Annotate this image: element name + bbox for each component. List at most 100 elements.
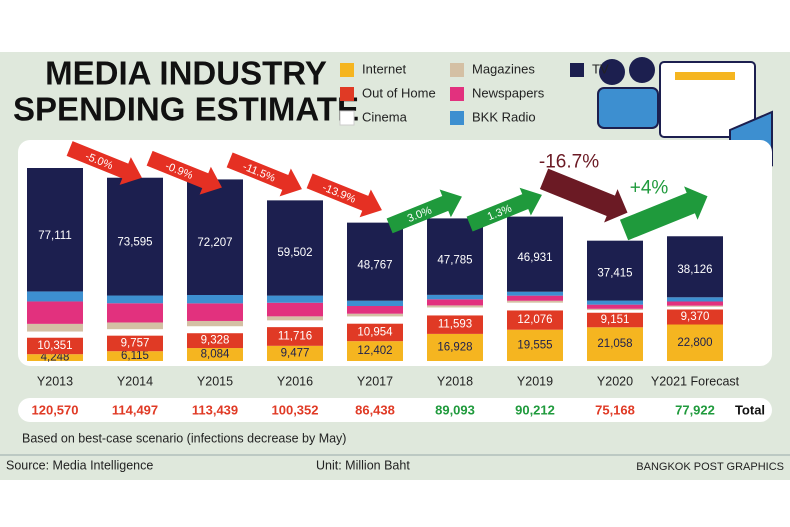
data-label: 21,058: [597, 338, 632, 350]
data-label: 10,954: [357, 326, 393, 338]
arrow-shape: [466, 187, 542, 232]
total-value: 120,570: [32, 402, 79, 417]
legend-swatch: [340, 63, 354, 77]
data-label: 9,477: [281, 347, 310, 359]
bar-segment: [27, 337, 83, 355]
bar-segment: [587, 312, 643, 328]
camera-reel: [629, 57, 655, 83]
legend-swatch: [340, 87, 354, 101]
top-margin: [0, 0, 790, 52]
data-label: 46,931: [517, 252, 552, 264]
bar-segment: [667, 297, 723, 302]
data-label: 11,716: [278, 330, 312, 342]
bar-segment: [667, 309, 723, 325]
legend-label: Cinema: [362, 109, 408, 124]
bar-segment: [107, 322, 163, 330]
title-line: SPENDING ESTIMATE: [13, 91, 359, 128]
bar-segment: [427, 218, 483, 295]
bar-segment: [507, 295, 563, 301]
bar-segment: [347, 316, 403, 324]
legend-swatch: [570, 63, 584, 77]
camera-icon: [597, 87, 659, 129]
x-tick-label: Y2019: [517, 374, 553, 388]
data-label: 12,076: [517, 314, 552, 326]
data-label: 22,800: [677, 337, 712, 349]
bar-segment: [587, 240, 643, 301]
bar-segment: [587, 327, 643, 361]
bar-segment: [427, 299, 483, 306]
bar-segment: [107, 335, 163, 352]
change-arrow: [539, 168, 628, 223]
total-value: 86,438: [355, 402, 395, 417]
bar-segment: [187, 326, 243, 334]
bar-segment: [507, 310, 563, 330]
bar-segment: [667, 305, 723, 307]
data-label: 48,767: [357, 260, 392, 272]
bottom-margin: [0, 480, 790, 527]
bar-segment: [27, 301, 83, 324]
total-value: 77,922: [675, 402, 715, 417]
bar-segment: [427, 294, 483, 300]
camera-reel: [599, 59, 625, 85]
bar-segment: [667, 306, 723, 310]
x-tick-label: Y2021 Forecast: [651, 374, 740, 388]
legend-label: Out of Home: [362, 85, 436, 100]
bar-segment: [187, 333, 243, 349]
note: Based on best-case scenario (infections …: [22, 431, 346, 445]
bar-segment: [187, 303, 243, 321]
data-label: 10,351: [37, 340, 72, 352]
total-value: 75,168: [595, 402, 635, 417]
legend-swatch: [450, 87, 464, 101]
data-label: 9,151: [601, 314, 630, 326]
legend-swatch: [450, 63, 464, 77]
bar-segment: [27, 291, 83, 302]
data-label: 12,402: [357, 345, 392, 357]
bar-segment: [187, 179, 243, 295]
bar-segment: [27, 331, 83, 338]
bar-segment: [347, 313, 403, 317]
data-label: 37,415: [597, 268, 632, 280]
total-value: 114,497: [112, 402, 158, 417]
bar-segment: [27, 354, 83, 361]
newspaper-headline: [675, 72, 735, 80]
arrow-shape: [226, 152, 302, 197]
bar-segment: [187, 348, 243, 361]
bar-segment: [267, 295, 323, 303]
legend-label: Magazines: [472, 61, 535, 76]
bar-segment: [507, 302, 563, 311]
arrow-shape: [66, 141, 142, 185]
total-value: 113,439: [192, 402, 238, 417]
x-tick-label: Y2014: [117, 374, 153, 388]
bar-segment: [347, 306, 403, 314]
data-label: 16,928: [437, 341, 472, 353]
bar-segment: [587, 308, 643, 311]
data-label: 6,115: [121, 350, 149, 362]
total-value: 90,212: [515, 402, 555, 417]
data-label: 72,207: [197, 237, 232, 249]
data-label: 11,593: [438, 319, 472, 331]
change-label: -16.7%: [539, 152, 599, 173]
data-label: 9,370: [681, 311, 710, 323]
bar-segment: [587, 304, 643, 309]
x-tick-label: Y2018: [437, 374, 473, 388]
bar-segment: [267, 302, 323, 317]
bar-segment: [427, 315, 483, 334]
bar-segment: [27, 323, 83, 332]
newspaper-icon: [659, 61, 756, 138]
source: Source: Media Intelligence: [6, 458, 153, 472]
bar-segment: [267, 327, 323, 346]
credit: BANGKOK POST GRAPHICS: [636, 461, 784, 473]
bar-segment: [427, 307, 483, 316]
data-label: 19,555: [517, 339, 552, 351]
bar-segment: [107, 295, 163, 304]
arrow-shape: [619, 186, 708, 241]
data-label: 4,248: [41, 352, 70, 364]
legend-label: BKK Radio: [472, 109, 536, 124]
x-tick-label: Y2020: [597, 374, 633, 388]
x-tick-label: Y2015: [197, 374, 233, 388]
total-value: 100,352: [272, 402, 319, 417]
bar-segment: [507, 300, 563, 303]
total-label: Total: [735, 402, 765, 417]
bar-segment: [587, 300, 643, 305]
